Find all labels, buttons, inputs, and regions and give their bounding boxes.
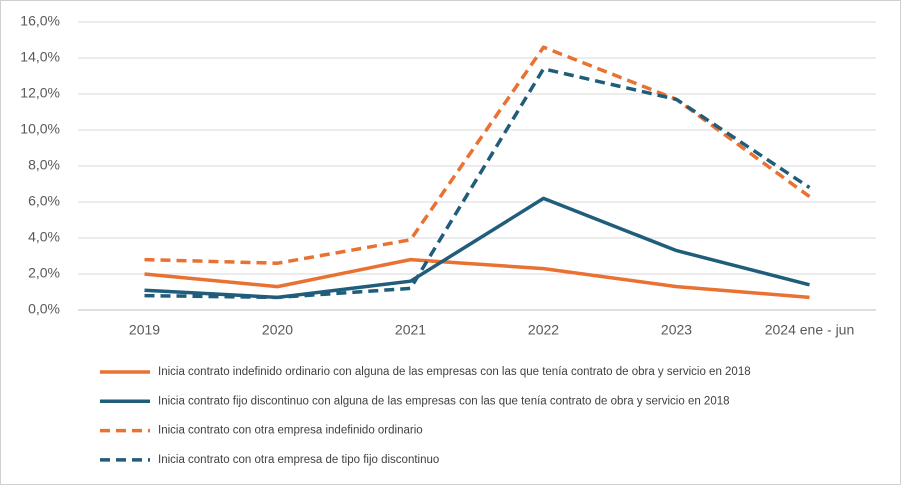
x-tick-label: 2019 — [129, 322, 160, 338]
x-tick-label: 2021 — [395, 322, 426, 338]
legend-label: Inicia contrato fijo discontinuo con alg… — [158, 395, 730, 407]
legend-label: Inicia contrato indefinido ordinario con… — [158, 366, 751, 378]
y-tick-label: 0,0% — [28, 301, 60, 317]
x-tick-label: 2020 — [262, 322, 293, 338]
series-line — [144, 257, 810, 300]
legend-label: Inicia contrato con otra empresa indefin… — [158, 425, 423, 437]
x-tick-label: 2022 — [528, 322, 559, 338]
y-tick-label: 12,0% — [20, 85, 60, 101]
series-line — [144, 196, 810, 300]
y-tick-label: 10,0% — [20, 121, 60, 137]
y-tick-label: 14,0% — [20, 49, 60, 65]
series-line — [144, 45, 811, 265]
y-tick-label: 16,0% — [20, 13, 60, 29]
y-tick-label: 4,0% — [28, 229, 60, 245]
x-tick-label: 2024 ene - jun — [765, 322, 855, 338]
x-tick-label: 2023 — [661, 322, 692, 338]
y-tick-label: 8,0% — [28, 157, 60, 173]
y-tick-label: 6,0% — [28, 193, 60, 209]
legend-label: Inicia contrato con otra empresa de tipo… — [158, 454, 439, 466]
y-tick-label: 2,0% — [28, 265, 60, 281]
